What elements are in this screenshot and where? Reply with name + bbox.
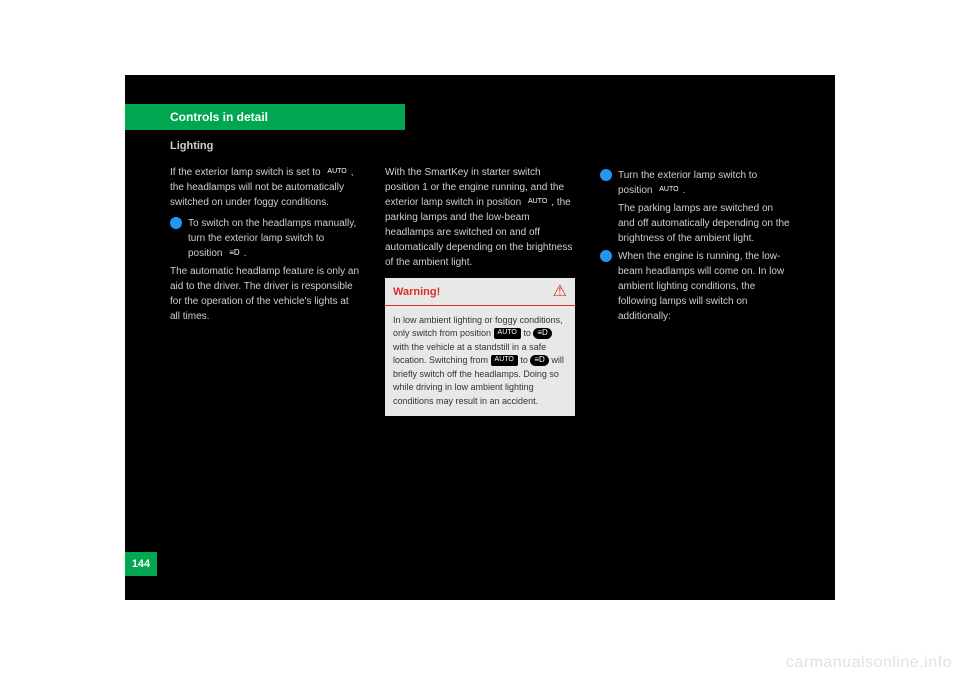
col2-paragraph-1: With the SmartKey in starter switch posi… bbox=[385, 165, 575, 270]
text: . bbox=[683, 185, 686, 196]
text: When the engine is running, the low-beam… bbox=[618, 251, 784, 322]
auto-icon: AUTO bbox=[494, 328, 521, 338]
section-subtitle: Lighting bbox=[170, 140, 213, 152]
col3-bullet-2: When the engine is running, the low-beam… bbox=[600, 249, 790, 324]
warning-box: Warning! ⚠ In low ambient lighting or fo… bbox=[385, 278, 575, 416]
bullet-text: To switch on the headlamps manually, tur… bbox=[188, 216, 360, 261]
col3-bullet-1: Turn the exterior lamp switch to positio… bbox=[600, 168, 790, 246]
bullet-text: When the engine is running, the low-beam… bbox=[618, 249, 790, 324]
text: To switch on the headlamps manually, tur… bbox=[188, 218, 356, 259]
auto-icon: AUTO bbox=[323, 167, 350, 177]
auto-icon: AUTO bbox=[491, 355, 518, 365]
page-number: 144 bbox=[125, 552, 157, 576]
lamp-icon: ≡D bbox=[530, 355, 548, 365]
auto-icon: AUTO bbox=[655, 185, 682, 195]
warning-title: Warning! bbox=[393, 284, 440, 301]
warning-header: Warning! ⚠ bbox=[385, 278, 575, 306]
text: If the exterior lamp switch is set to bbox=[170, 167, 321, 178]
warning-body: In low ambient lighting or foggy conditi… bbox=[385, 306, 575, 417]
bullet-icon bbox=[170, 217, 182, 229]
bullet-icon bbox=[600, 250, 612, 262]
section-title: Controls in detail bbox=[170, 110, 268, 124]
text: . bbox=[244, 248, 247, 259]
watermark-text: carmanualsonline.info bbox=[786, 654, 952, 672]
column-1: If the exterior lamp switch is set to AU… bbox=[170, 165, 360, 330]
manual-page: Controls in detail Lighting If the exter… bbox=[125, 75, 835, 600]
col1-bullet-1: To switch on the headlamps manually, tur… bbox=[170, 216, 360, 261]
lamp-icon: ≡D bbox=[225, 248, 243, 258]
bullet-text: Turn the exterior lamp switch to positio… bbox=[618, 168, 790, 246]
column-3: Turn the exterior lamp switch to positio… bbox=[600, 165, 790, 327]
bullet-icon bbox=[600, 169, 612, 181]
section-header-bar: Controls in detail bbox=[125, 104, 405, 130]
col1-paragraph-2: The automatic headlamp feature is only a… bbox=[170, 264, 360, 324]
column-2: With the SmartKey in starter switch posi… bbox=[385, 165, 575, 416]
text: to bbox=[518, 355, 531, 365]
warning-triangle-icon: ⚠ bbox=[553, 284, 567, 300]
col1-paragraph-1: If the exterior lamp switch is set to AU… bbox=[170, 165, 360, 210]
text: The parking lamps are switched on and of… bbox=[618, 201, 790, 246]
text: to bbox=[521, 328, 534, 338]
auto-icon: AUTO bbox=[524, 197, 551, 207]
lamp-icon: ≡D bbox=[533, 328, 551, 338]
text: Turn the exterior lamp switch to positio… bbox=[618, 170, 757, 196]
